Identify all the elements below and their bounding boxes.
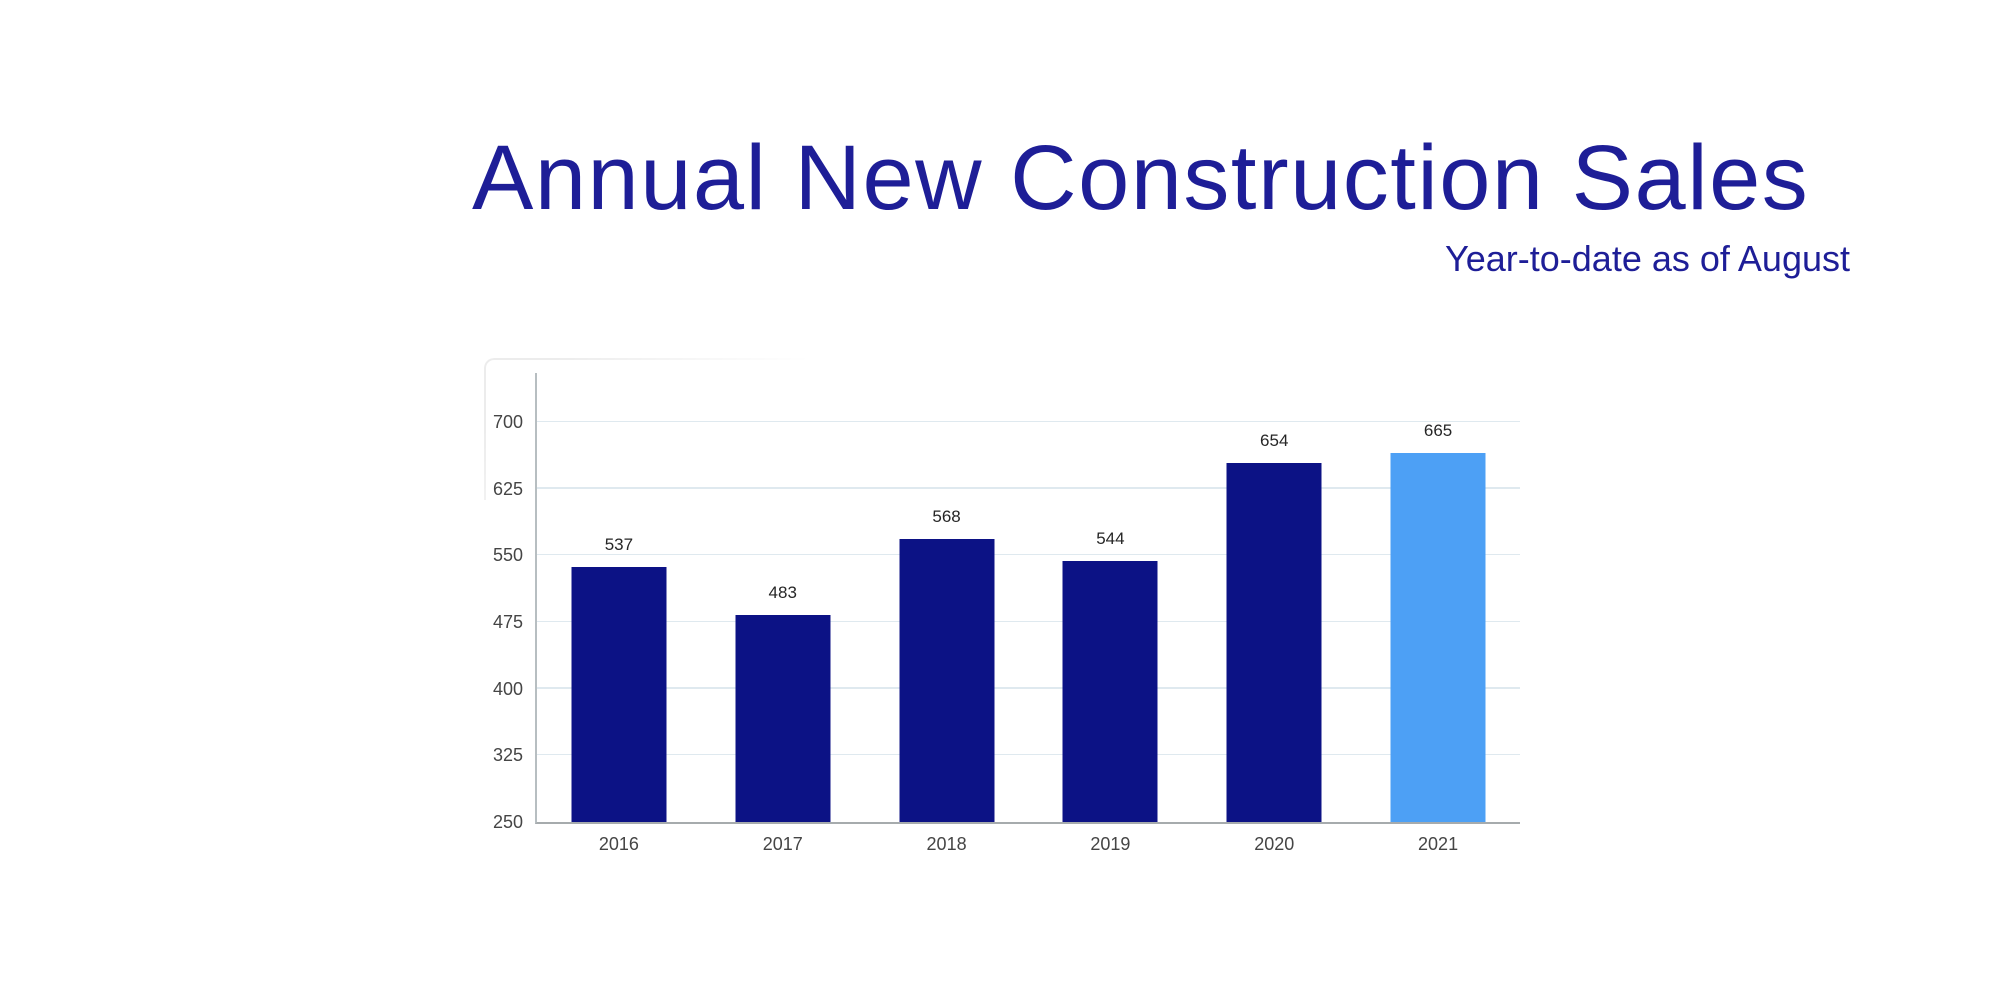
bar-value-label: 654 (1260, 430, 1289, 450)
bar-slot: 483 2017 (701, 373, 865, 854)
card-edge-artifact (484, 358, 811, 500)
bar-2017 (735, 614, 831, 822)
y-axis-tick-label: 550 (492, 545, 523, 566)
bar-value-label: 665 (1423, 421, 1453, 441)
bar-2019 (1062, 560, 1158, 822)
bar-value-label: 483 (768, 582, 797, 602)
gridline (537, 487, 1520, 489)
gridline (537, 420, 1520, 422)
bar-chart: 250 325 400 475 550 625 700 537 2016 483 2017 568 2… (493, 373, 1520, 854)
gridline (537, 753, 1520, 756)
x-axis-tick-label: 2021 (1418, 834, 1459, 854)
gridline (537, 687, 1520, 689)
y-axis-tick-label: 700 (492, 412, 523, 432)
gridline (537, 553, 1520, 556)
y-axis-tick-label: 400 (492, 678, 523, 699)
bar-2020 (1226, 462, 1322, 822)
x-axis-tick-label: 2018 (926, 834, 967, 854)
x-axis-tick-label: 2020 (1254, 834, 1295, 854)
bar-slot: 537 2016 (537, 373, 701, 854)
bar-2018 (899, 539, 995, 822)
bar-2016 (571, 566, 667, 822)
bar-slot: 568 2018 (865, 373, 1029, 854)
bar-slot: 654 2020 (1192, 373, 1356, 854)
bar-value-label: 544 (1096, 528, 1125, 548)
x-axis-tick-label: 2019 (1090, 834, 1131, 854)
page-title: Annual New Construction Sales (472, 127, 1810, 229)
bar-slot: 544 2019 (1028, 373, 1192, 854)
x-axis-tick-label: 2017 (762, 834, 803, 854)
bar-slot: 665 2021 (1356, 373, 1520, 854)
y-axis-tick-label: 250 (492, 812, 523, 832)
page-subtitle: Year-to-date as of August (1445, 238, 1850, 279)
bar-value-label: 568 (932, 507, 961, 527)
y-axis-tick-label: 325 (492, 745, 523, 766)
x-axis-tick-label: 2016 (598, 834, 639, 854)
y-axis-tick-label: 475 (492, 612, 523, 632)
bar-value-label: 537 (604, 534, 634, 554)
y-axis-tick-label: 625 (492, 478, 523, 499)
gridline (537, 620, 1520, 622)
bars-layer: 537 2016 483 2017 568 2018 544 2019 654 2020 665 20… (537, 373, 1520, 854)
bar-2021 (1390, 453, 1486, 822)
